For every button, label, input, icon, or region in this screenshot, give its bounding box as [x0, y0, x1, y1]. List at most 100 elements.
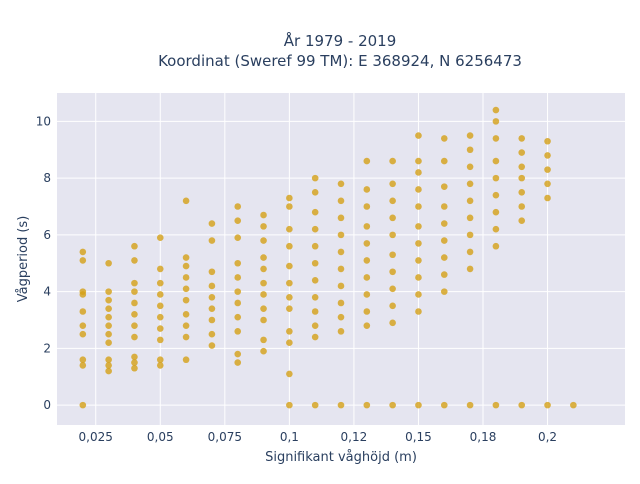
data-point — [131, 364, 138, 372]
data-point — [208, 305, 216, 312]
data-point — [440, 237, 448, 244]
data-point — [389, 319, 396, 327]
data-point — [131, 299, 138, 307]
data-point — [105, 330, 112, 338]
data-point — [492, 106, 500, 114]
data-point — [544, 194, 551, 202]
data-point — [286, 242, 293, 250]
data-point — [286, 328, 293, 335]
data-point — [131, 359, 138, 366]
data-points — [79, 106, 577, 409]
data-point — [337, 299, 345, 307]
data-point — [492, 208, 500, 216]
data-point — [570, 401, 577, 409]
data-point — [234, 274, 242, 281]
data-point — [311, 294, 319, 301]
data-point — [518, 401, 526, 409]
data-point — [389, 214, 396, 222]
data-point — [518, 217, 526, 224]
y-axis-title: Vågperiod (s) — [16, 216, 31, 303]
data-point — [363, 240, 371, 247]
data-point — [337, 282, 345, 290]
data-point — [131, 288, 138, 295]
data-point — [105, 339, 112, 347]
data-point — [182, 197, 190, 205]
data-point — [311, 242, 319, 250]
data-point — [79, 401, 87, 409]
data-point — [260, 336, 267, 344]
data-point — [518, 149, 526, 156]
data-point — [234, 359, 242, 366]
data-point — [260, 305, 267, 312]
data-point — [518, 189, 526, 196]
data-point — [440, 288, 448, 295]
y-tick-label: 6 — [43, 228, 51, 242]
data-point — [260, 279, 267, 287]
data-point — [260, 211, 267, 219]
data-point — [415, 157, 422, 165]
data-point — [79, 356, 87, 364]
data-point — [492, 118, 500, 125]
data-point — [286, 262, 293, 270]
data-point — [286, 305, 293, 312]
data-point — [363, 257, 371, 264]
data-point — [492, 157, 500, 165]
data-point — [79, 248, 87, 256]
data-point — [518, 203, 526, 210]
axis-ticks: 0,025 0,05 0,075 0,1 0,12 0,15 0,18 0,2 0 2 4 6 8 10 — [36, 114, 557, 444]
data-point — [337, 328, 345, 335]
data-point — [156, 336, 164, 344]
data-point — [466, 180, 474, 188]
data-point — [415, 223, 422, 230]
data-point — [105, 367, 112, 375]
data-point — [544, 180, 551, 188]
data-point — [286, 401, 293, 409]
data-point — [363, 322, 371, 329]
data-point — [544, 152, 551, 159]
data-point — [79, 308, 87, 315]
data-point — [286, 225, 293, 233]
data-point — [131, 333, 138, 341]
data-point — [363, 186, 371, 193]
data-point — [389, 302, 396, 310]
data-point — [156, 291, 164, 298]
x-tick-label: 0,075 — [208, 430, 242, 444]
data-point — [79, 362, 87, 369]
data-point — [182, 356, 190, 364]
data-point — [260, 347, 267, 355]
data-point — [182, 311, 190, 318]
data-point — [544, 166, 551, 173]
data-point — [466, 231, 474, 239]
x-tick-label: 0,15 — [405, 430, 432, 444]
data-point — [234, 259, 242, 267]
data-point — [389, 231, 396, 239]
data-point — [260, 316, 267, 324]
data-point — [311, 208, 319, 216]
chart-title-line-2: Koordinat (Sweref 99 TM): E 368924, N 62… — [158, 52, 522, 70]
data-point — [311, 225, 319, 233]
data-point — [131, 311, 138, 318]
x-tick-label: 0,18 — [470, 430, 497, 444]
data-point — [79, 330, 87, 338]
x-tick-label: 0,025 — [79, 430, 113, 444]
data-point — [440, 271, 448, 278]
data-point — [182, 285, 190, 293]
data-point — [518, 174, 526, 182]
data-point — [79, 257, 87, 264]
data-point — [182, 333, 190, 341]
data-point — [286, 279, 293, 287]
x-tick-label: 0,2 — [538, 430, 557, 444]
data-point — [363, 203, 371, 210]
data-point — [492, 225, 500, 233]
data-point — [79, 322, 87, 329]
data-point — [105, 313, 112, 321]
data-point — [234, 350, 242, 358]
data-point — [311, 276, 319, 284]
x-axis-title: Signifikant våghöjd (m) — [265, 450, 417, 465]
data-point — [156, 234, 164, 242]
data-point — [518, 163, 526, 171]
data-point — [131, 322, 138, 329]
data-point — [286, 203, 293, 210]
